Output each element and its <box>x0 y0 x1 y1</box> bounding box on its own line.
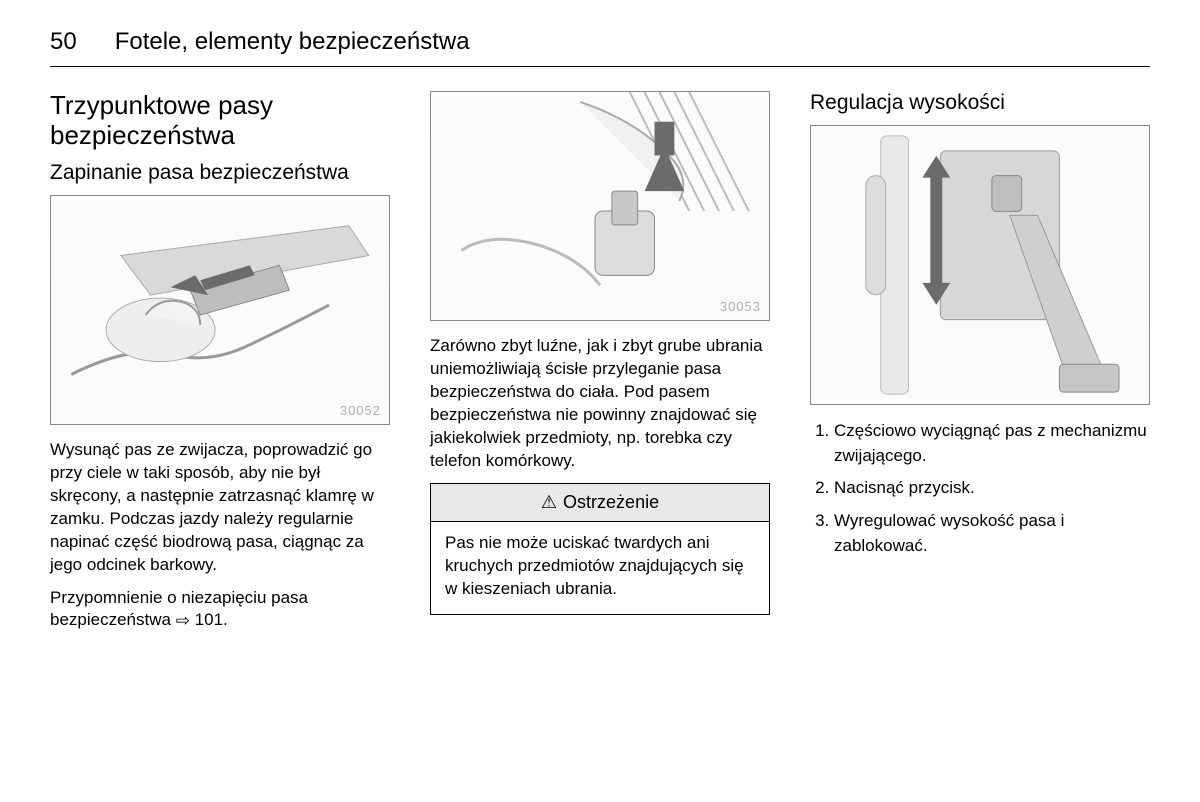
figure-belt-pull: 30052 <box>50 195 390 425</box>
belt-buckle-illustration <box>431 92 769 320</box>
steps-list: Częściowo wyciągnąć pas z mechanizmu zwi… <box>810 419 1150 558</box>
paragraph-ref: Przypomnienie o niezapięciu pasa bezpiec… <box>50 587 390 633</box>
list-item: Częściowo wyciągnąć pas z mechanizmu zwi… <box>834 419 1150 468</box>
column-2: 30053 Zarówno zbyt luźne, jak i zbyt gru… <box>430 91 770 642</box>
ref-page: 101. <box>195 610 228 629</box>
figure-belt-buckle: 30053 <box>430 91 770 321</box>
paragraph: Wysunąć pas ze zwijacza, poprowadzić go … <box>50 439 390 577</box>
figure-number: 30052 <box>340 403 381 418</box>
list-item: Wyregulować wysokość pasa i zablokować. <box>834 509 1150 558</box>
content-columns: Trzypunktowe pasy bezpieczeństwa Zapinan… <box>50 91 1150 642</box>
section-heading: Trzypunktowe pasy bezpieczeństwa <box>50 91 390 151</box>
subsection-heading: Regulacja wysokości <box>810 91 1150 115</box>
belt-pull-illustration <box>51 196 389 424</box>
page-header: 50 Fotele, elementy bezpieczeństwa <box>50 28 1150 67</box>
warning-label: Ostrzeżenie <box>563 492 659 513</box>
figure-height-adjust <box>810 125 1150 405</box>
warning-box: ⚠ Ostrzeżenie Pas nie może uciskać tward… <box>430 483 770 616</box>
chapter-title: Fotele, elementy bezpieczeństwa <box>115 28 470 56</box>
warning-body: Pas nie może uciskać twardych ani kruchy… <box>431 522 769 615</box>
reference-arrow-icon: ⇨ <box>176 610 190 633</box>
page: 50 Fotele, elementy bezpieczeństwa Trzyp… <box>0 0 1200 662</box>
warning-triangle-icon: ⚠ <box>541 492 557 513</box>
subsection-heading: Zapinanie pasa bezpieczeństwa <box>50 161 390 185</box>
column-3: Regulacja wysokości <box>810 91 1150 642</box>
height-adjust-illustration <box>811 126 1149 404</box>
list-item: Nacisnąć przycisk. <box>834 476 1150 501</box>
column-1: Trzypunktowe pasy bezpieczeństwa Zapinan… <box>50 91 390 642</box>
page-number: 50 <box>50 28 77 56</box>
paragraph: Zarówno zbyt luźne, jak i zbyt grube ubr… <box>430 335 770 473</box>
warning-title: ⚠ Ostrzeżenie <box>431 484 769 522</box>
figure-number: 30053 <box>720 299 761 314</box>
